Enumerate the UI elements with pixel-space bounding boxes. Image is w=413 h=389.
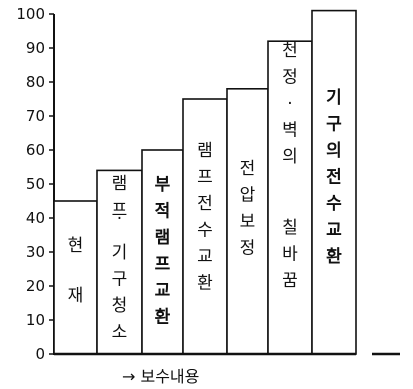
bar-labels: 현 재 램 프· 기 구 청 소 부 적 램 프 교 환 램 프 전 수 교 환 전 압 보 정 천 정 · 벽 의 칠 바 꿈 기 구 의 전 수 교 환 <box>68 41 343 343</box>
y-tick-label: 20 <box>26 277 45 295</box>
y-tick-label: 30 <box>26 243 45 261</box>
y-axis: 0 10 20 30 40 50 60 70 80 90 100 <box>16 5 55 363</box>
bar-label: 램 프· 기 구 청 소 <box>112 174 128 343</box>
bar <box>53 200 98 355</box>
y-tick-label: 100 <box>16 5 45 23</box>
bar <box>141 149 184 355</box>
y-tick-label: 90 <box>26 39 45 57</box>
bars <box>53 9 400 356</box>
y-tick-label: 70 <box>26 107 45 125</box>
y-tick-label: 80 <box>26 73 45 91</box>
bar <box>96 169 143 355</box>
bar-label: 천 정 · 벽 의 칠 바 꿈 <box>282 41 298 291</box>
y-tick-label: 0 <box>35 345 45 363</box>
y-tick-label: 40 <box>26 209 45 227</box>
bar <box>267 40 313 355</box>
y-tick-label: 60 <box>26 141 45 159</box>
y-tick-label: 50 <box>26 175 45 193</box>
x-axis-label: → 보수내용 <box>122 367 199 386</box>
y-tick-label: 10 <box>26 311 45 329</box>
bar <box>226 88 269 355</box>
